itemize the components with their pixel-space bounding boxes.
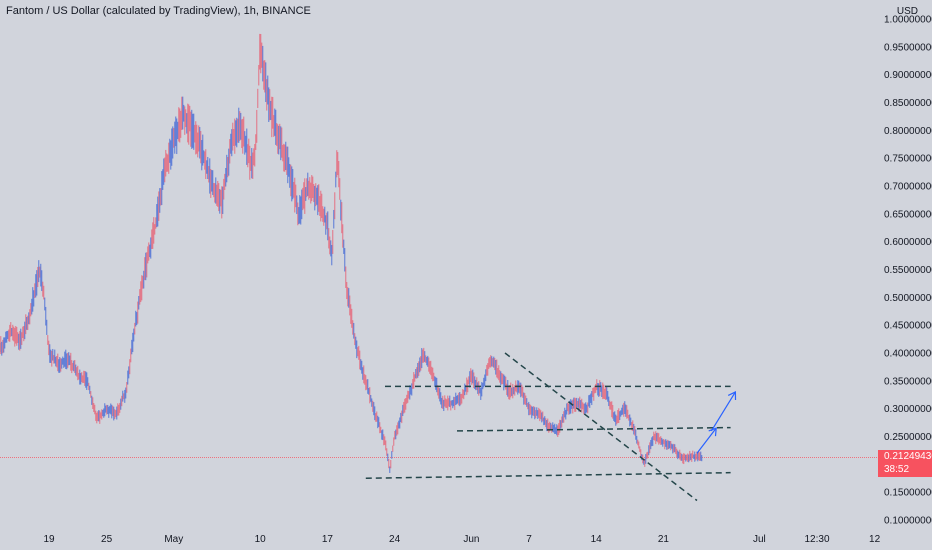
y-tick-label: 0.15000000	[884, 488, 932, 499]
y-tick-label: 0.80000000	[884, 126, 932, 137]
x-tick-label: 19	[43, 534, 55, 545]
y-tick-label: 0.30000000	[884, 404, 932, 415]
x-tick-label: 25	[101, 534, 113, 545]
y-tick-label: 0.95000000	[884, 42, 932, 53]
arrow-1-head[interactable]	[708, 427, 717, 437]
x-tick-label: 12:30	[804, 534, 829, 545]
y-tick-label: 0.55000000	[884, 265, 932, 276]
bar-countdown: 38:52	[878, 463, 932, 477]
x-tick-label: May	[164, 534, 183, 545]
trendline-4[interactable]	[504, 352, 698, 502]
y-tick-label: 0.25000000	[884, 432, 932, 443]
trendline-3[interactable]	[365, 471, 731, 479]
y-tick-label: 0.70000000	[884, 182, 932, 193]
x-tick-label: 21	[658, 534, 670, 545]
trendline-2[interactable]	[456, 426, 731, 432]
x-tick-label: 10	[255, 534, 267, 545]
x-tick-label: 17	[322, 534, 334, 545]
y-tick-label: 0.45000000	[884, 321, 932, 332]
y-tick-label: 0.85000000	[884, 98, 932, 109]
y-tick-label: 0.40000000	[884, 349, 932, 360]
y-tick-label: 1.00000000	[884, 15, 932, 26]
y-tick-label: 0.60000000	[884, 237, 932, 248]
y-tick-label: 0.50000000	[884, 293, 932, 304]
x-tick-label: Jun	[463, 534, 479, 545]
x-tick-label: Jul	[753, 534, 766, 545]
chart-title: Fantom / US Dollar (calculated by Tradin…	[6, 5, 311, 17]
arrow-2-head[interactable]	[727, 391, 737, 400]
y-tick-label: 0.65000000	[884, 209, 932, 220]
y-tick-label: 0.75000000	[884, 154, 932, 165]
x-tick-label: 24	[389, 534, 401, 545]
current-price-tag: 0.21249436	[878, 450, 932, 463]
x-tick-label: 14	[591, 534, 603, 545]
x-tick-label: 12	[869, 534, 881, 545]
y-tick-label: 0.10000000	[884, 516, 932, 527]
currency-label: USD	[896, 6, 918, 17]
x-tick-label: 7	[526, 534, 532, 545]
arrow-2-shaft[interactable]	[710, 391, 736, 432]
arrow-1-shaft[interactable]	[696, 427, 717, 454]
y-tick-label: 0.90000000	[884, 70, 932, 81]
y-tick-label: 0.35000000	[884, 376, 932, 387]
